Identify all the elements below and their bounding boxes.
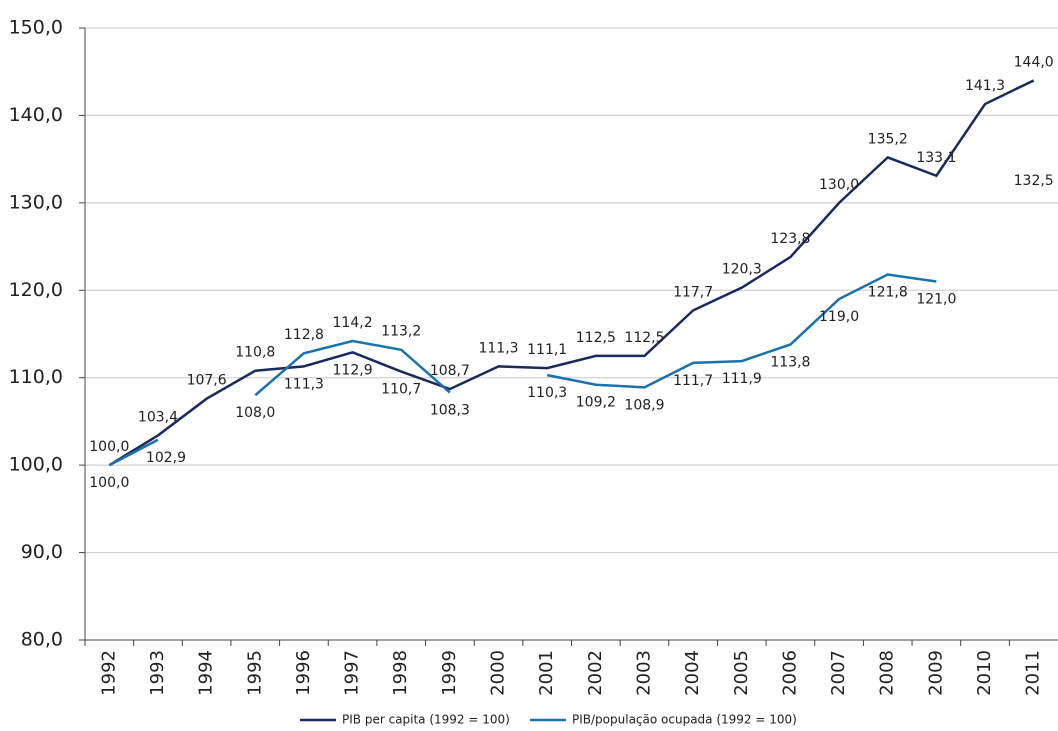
x-tick-label: 2010 [974, 650, 995, 696]
value-label: 144,0 [1014, 54, 1054, 70]
value-label: 114,2 [333, 315, 373, 331]
y-tick-label: 90,0 [21, 541, 63, 563]
legend-label: PIB/população ocupada (1992 = 100) [572, 713, 797, 727]
x-tick-label: 2007 [828, 650, 849, 696]
x-tick-label: 2003 [633, 650, 654, 696]
value-label: 111,9 [722, 371, 762, 387]
value-label: 108,7 [430, 363, 470, 379]
x-tick-label: 1994 [196, 650, 217, 696]
value-label: 103,4 [138, 409, 178, 425]
value-label: 121,8 [868, 285, 908, 301]
value-label: 120,3 [722, 262, 762, 278]
x-tick-label: 1996 [293, 650, 314, 696]
value-label: 108,0 [235, 405, 275, 421]
x-tick-label: 1999 [439, 650, 460, 696]
y-tick-label: 100,0 [9, 454, 63, 476]
value-label: 100,0 [89, 439, 129, 455]
x-tick-label: 2004 [682, 650, 703, 696]
value-label: 119,0 [819, 309, 859, 325]
value-label: 100,0 [89, 475, 129, 491]
value-label: 102,9 [146, 450, 186, 466]
value-label: 133,1 [916, 150, 956, 166]
value-label: 111,7 [673, 373, 713, 389]
value-label: 135,2 [868, 131, 908, 147]
value-label: 130,0 [819, 177, 859, 193]
value-label: 113,2 [381, 324, 421, 340]
value-label: 123,8 [770, 231, 810, 247]
x-tick-label: 1992 [98, 650, 119, 696]
x-tick-label: 2009 [925, 650, 946, 696]
value-label: 111,3 [284, 376, 324, 392]
value-label: 141,3 [965, 78, 1005, 94]
x-tick-label: 2002 [585, 650, 606, 696]
x-tick-label: 2001 [536, 650, 557, 696]
value-label: 112,5 [624, 330, 664, 346]
x-tick-label: 2005 [731, 650, 752, 696]
value-label: 110,3 [527, 385, 567, 401]
y-tick-label: 140,0 [9, 104, 63, 126]
value-label: 132,5 [1014, 173, 1054, 189]
series-line [109, 181, 1033, 465]
value-label: 110,7 [381, 382, 421, 398]
value-label: 117,7 [673, 284, 713, 300]
y-tick-label: 130,0 [9, 191, 63, 213]
x-tick-label: 1993 [147, 650, 168, 696]
value-label: 113,8 [770, 354, 810, 370]
value-label: 109,2 [576, 395, 616, 411]
x-tick-label: 2008 [877, 650, 898, 696]
y-tick-label: 150,0 [9, 17, 63, 39]
value-label: 121,0 [916, 292, 956, 308]
value-label: 110,8 [235, 345, 275, 361]
value-label: 108,9 [624, 397, 664, 413]
y-tick-label: 110,0 [9, 366, 63, 388]
value-label: 112,8 [284, 327, 324, 343]
x-tick-label: 2006 [779, 650, 800, 696]
value-label: 111,1 [527, 342, 567, 358]
legend-label: PIB per capita (1992 = 100) [342, 713, 510, 727]
value-label: 112,5 [576, 330, 616, 346]
y-tick-label: 80,0 [21, 629, 63, 651]
value-label: 107,6 [187, 373, 227, 389]
x-tick-label: 2000 [488, 650, 509, 696]
value-label: 111,3 [478, 340, 518, 356]
y-tick-label: 120,0 [9, 279, 63, 301]
x-tick-label: 1997 [342, 650, 363, 696]
value-label: 112,9 [333, 362, 373, 378]
x-tick-label: 1998 [390, 650, 411, 696]
x-tick-label: 2011 [1023, 650, 1044, 696]
series-line [108, 79, 1035, 467]
x-tick-label: 1995 [244, 650, 265, 696]
value-label: 108,3 [430, 403, 470, 419]
